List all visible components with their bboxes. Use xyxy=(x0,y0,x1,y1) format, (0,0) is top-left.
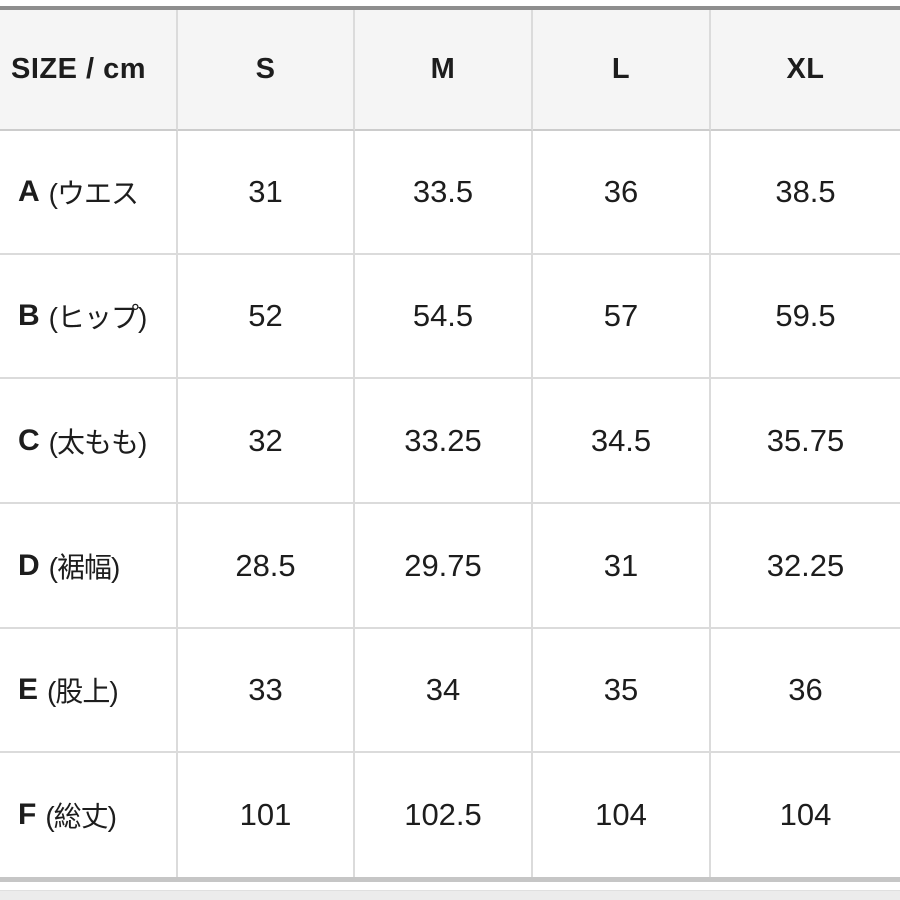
next-section-strip xyxy=(0,890,900,900)
cell-c-l: 34.5 xyxy=(533,379,711,504)
cell-d-s: 28.5 xyxy=(178,504,355,629)
cell-d-l: 31 xyxy=(533,504,711,629)
cell-b-l: 57 xyxy=(533,255,711,379)
row-desc: (ヒップ) xyxy=(48,302,148,333)
cell-d-xl: 32.25 xyxy=(711,504,900,629)
cell-b-m: 54.5 xyxy=(355,255,533,379)
size-unit-header: SIZE / cm xyxy=(0,10,178,131)
cell-a-xl: 38.5 xyxy=(711,131,900,255)
size-col-header-s: S xyxy=(178,10,355,131)
cell-e-m: 34 xyxy=(355,629,533,753)
table-bottom-border xyxy=(0,877,900,882)
row-label-e-rise: E (股上) xyxy=(0,629,178,753)
row-label-c-thigh: C (太もも) xyxy=(0,379,178,504)
cell-f-s: 101 xyxy=(178,753,355,877)
size-col-header-m: M xyxy=(355,10,533,131)
row-desc: (股上) xyxy=(47,676,119,707)
row-letter: C xyxy=(18,423,40,457)
cell-a-l: 36 xyxy=(533,131,711,255)
cell-f-l: 104 xyxy=(533,753,711,877)
row-desc: (ウエス xyxy=(48,178,139,209)
cell-c-m: 33.25 xyxy=(355,379,533,504)
row-desc: (太もも) xyxy=(48,426,148,458)
row-label-f-length: F (総丈) xyxy=(0,753,178,877)
cell-d-m: 29.75 xyxy=(355,504,533,629)
bottom-gap xyxy=(0,882,900,890)
cell-f-xl: 104 xyxy=(711,753,900,877)
row-letter: A xyxy=(18,175,40,208)
cell-b-s: 52 xyxy=(178,255,355,379)
cell-c-xl: 35.75 xyxy=(711,379,900,504)
table-top-border xyxy=(0,6,900,10)
cell-a-m: 33.5 xyxy=(355,131,533,255)
row-letter: D xyxy=(18,548,40,582)
row-label-a-waist: A (ウエス xyxy=(0,131,178,255)
row-desc: (裾幅) xyxy=(48,551,121,583)
row-letter: B xyxy=(18,299,40,332)
cell-f-m: 102.5 xyxy=(355,753,533,877)
size-col-header-xl: XL xyxy=(711,10,900,131)
top-gap xyxy=(0,0,900,6)
cell-e-l: 35 xyxy=(533,629,711,753)
cell-a-s: 31 xyxy=(178,131,355,255)
size-chart-table: SIZE / cm S M L XL A (ウエス 31 33.5 36 38.… xyxy=(0,10,900,877)
row-label-b-hip: B (ヒップ) xyxy=(0,255,178,379)
cell-c-s: 32 xyxy=(178,379,355,504)
row-letter: E xyxy=(18,673,39,706)
cell-e-s: 33 xyxy=(178,629,355,753)
cell-b-xl: 59.5 xyxy=(711,255,900,379)
row-letter: F xyxy=(18,798,37,831)
size-col-header-l: L xyxy=(533,10,711,131)
row-label-d-hem: D (裾幅) xyxy=(0,504,178,629)
cell-e-xl: 36 xyxy=(711,629,900,753)
row-desc: (総丈) xyxy=(45,801,117,832)
